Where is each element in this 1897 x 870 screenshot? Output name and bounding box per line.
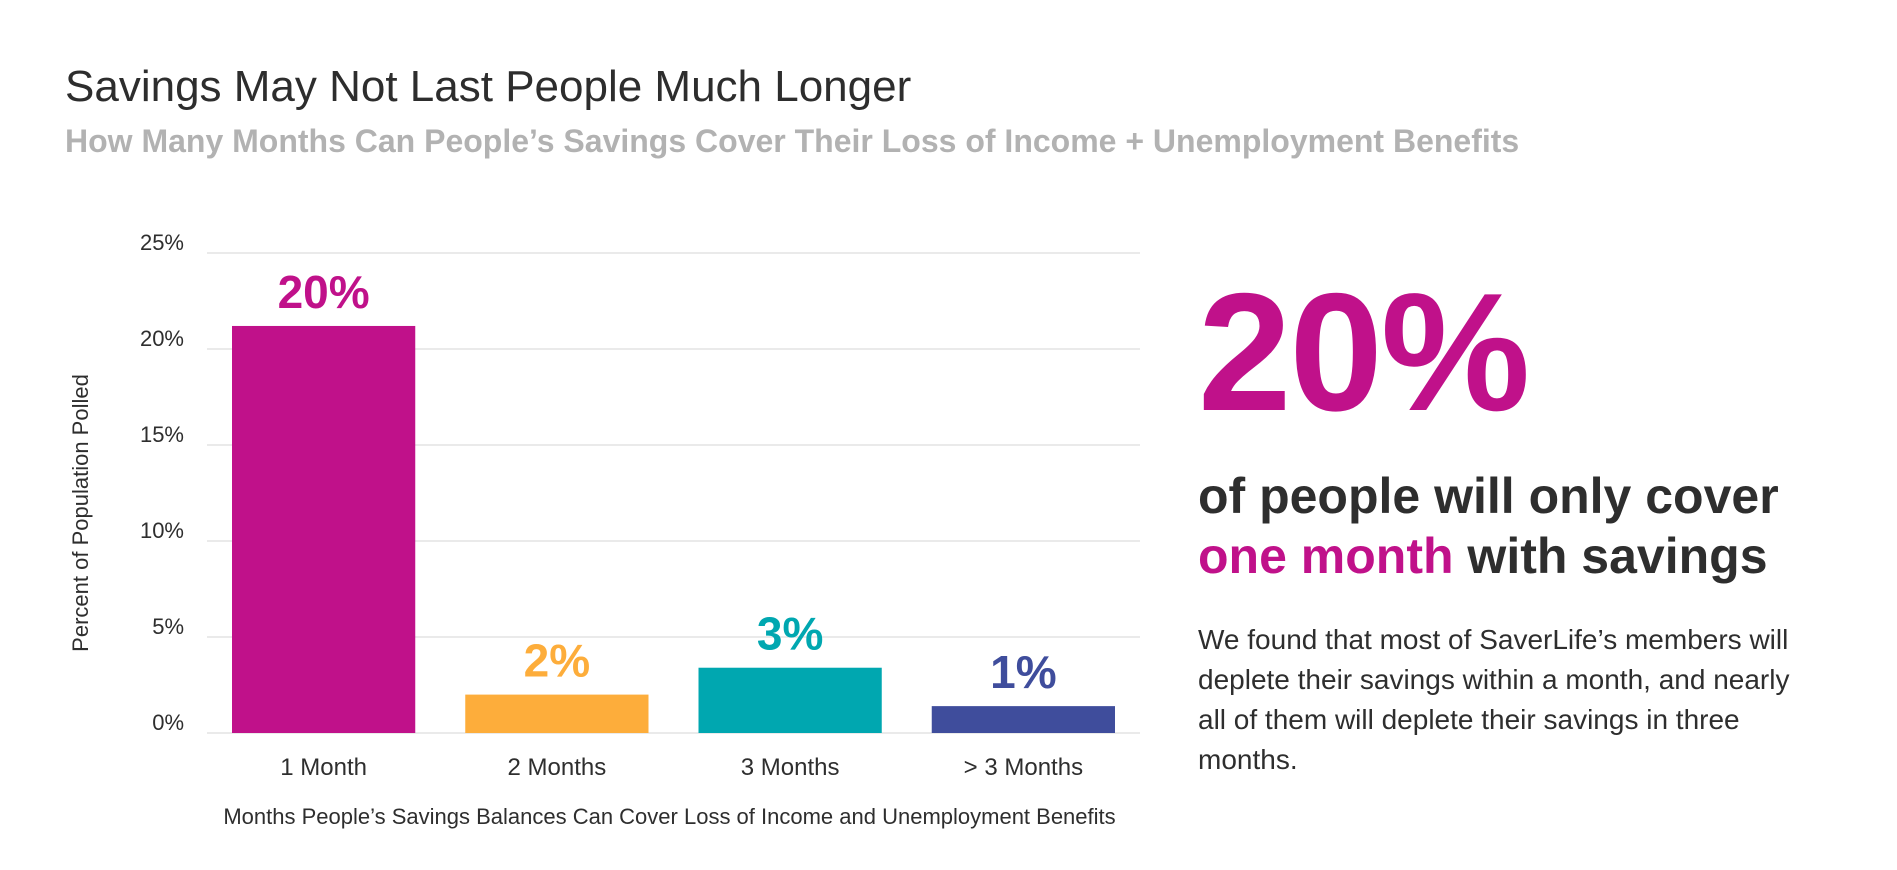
x-tick-label: > 3 Months xyxy=(964,754,1083,781)
x-tick-label: 1 Month xyxy=(280,754,367,781)
bar-data-label: 20% xyxy=(278,266,370,318)
y-tick-label: 10% xyxy=(140,518,184,543)
callout-headline: of people will only cover one month with… xyxy=(1198,466,1858,586)
callout-big-number: 20% xyxy=(1198,258,1530,446)
chart-subtitle: How Many Months Can People’s Savings Cov… xyxy=(65,123,1520,159)
y-tick-label: 20% xyxy=(140,326,184,351)
bars xyxy=(232,325,1115,733)
y-axis-label: Percent of Population Polled xyxy=(68,374,93,652)
y-tick-label: 15% xyxy=(140,422,184,447)
y-tick-label: 5% xyxy=(152,614,184,639)
x-axis-label: Months People’s Savings Balances Can Cov… xyxy=(223,804,1115,829)
bar-data-label: 3% xyxy=(757,608,823,660)
y-tick-label: 25% xyxy=(140,230,184,255)
callout-headline-line1: of people will only cover xyxy=(1198,468,1779,524)
x-tick-label: 2 Months xyxy=(508,754,607,781)
bar-chart: 0% 5% 10% 15% 20% 25% 20% 2% 3% 1% 1 Month 2 Mont… xyxy=(68,230,1140,829)
bar xyxy=(698,667,882,733)
x-axis-ticks: 1 Month 2 Months 3 Months > 3 Months xyxy=(280,754,1083,781)
chart-title: Savings May Not Last People Much Longer xyxy=(65,62,912,111)
bar xyxy=(232,325,416,733)
callout: 20% of people will only cover one month … xyxy=(1198,268,1858,780)
bar xyxy=(931,706,1115,733)
callout-body: We found that most of SaverLife’s member… xyxy=(1198,624,1790,775)
bar-data-label: 2% xyxy=(524,635,590,687)
y-tick-label: 0% xyxy=(152,710,184,735)
x-tick-label: 3 Months xyxy=(741,754,840,781)
y-axis-ticks: 0% 5% 10% 15% 20% 25% xyxy=(140,230,184,735)
callout-headline-rest: with savings xyxy=(1453,528,1768,584)
bar xyxy=(465,694,649,733)
bar-data-label: 1% xyxy=(990,646,1056,698)
callout-headline-highlight: one month xyxy=(1198,528,1454,584)
bar-data-labels: 20% 2% 3% 1% xyxy=(278,266,1057,698)
